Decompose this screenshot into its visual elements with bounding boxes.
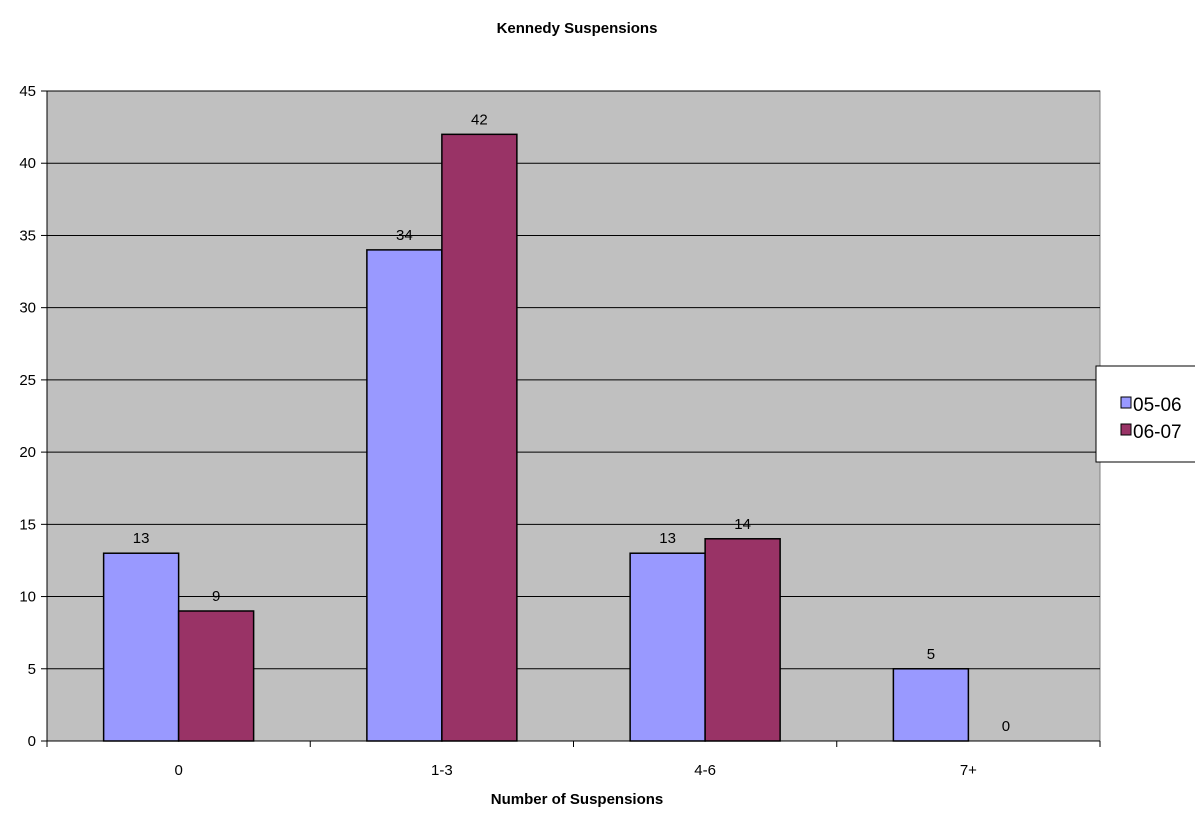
chart-title: Kennedy Suspensions [497,20,658,37]
x-tick-label: 4-6 [694,762,716,779]
bar-05-06-4-6 [629,552,706,742]
bar-05-06-1-3 [366,249,443,742]
y-tick-label: 0 [28,733,36,750]
y-tick-label: 15 [19,516,36,533]
bar-05-06-7+ [892,668,970,742]
legend-swatch [1120,396,1132,409]
data-labels: 13 9 34 42 13 14 5 0 [133,111,1010,735]
y-tick-label: 45 [19,83,36,100]
y-tick-label: 30 [19,300,36,317]
legend-swatch [1120,423,1132,436]
y-axis-ticks: 0 5 10 15 20 25 30 35 40 45 [19,83,47,750]
legend: 05-06 06-07 [1095,365,1195,463]
data-label: 5 [927,646,935,663]
bars [102,133,970,742]
y-tick-label: 25 [19,372,36,389]
y-tick-label: 35 [19,227,36,244]
legend-label: 05-06 [1133,395,1182,416]
data-label: 42 [471,111,488,128]
data-label: 0 [1002,718,1010,735]
x-axis-title: Number of Suspensions [491,791,664,808]
bar-06-07-1-3 [441,133,518,742]
bar-05-06-0 [102,552,180,742]
x-tick-label: 1-3 [431,762,453,779]
bar-06-07-4-6 [704,538,781,742]
x-tick-label: 7+ [960,762,977,779]
data-label: 9 [212,588,220,605]
data-label: 13 [133,530,150,547]
bar-06-07-0 [177,610,255,742]
y-tick-label: 5 [28,661,36,678]
data-label: 14 [734,516,751,533]
y-tick-label: 20 [19,444,36,461]
y-tick-label: 40 [19,155,36,172]
data-label: 34 [396,227,413,244]
x-tick-label: 0 [174,762,182,779]
legend-box [1095,365,1195,463]
x-axis-ticks: 0 1-3 4-6 7+ [46,741,1101,779]
y-tick-label: 10 [19,589,36,606]
data-label: 13 [659,530,676,547]
legend-label: 06-07 [1133,422,1182,443]
